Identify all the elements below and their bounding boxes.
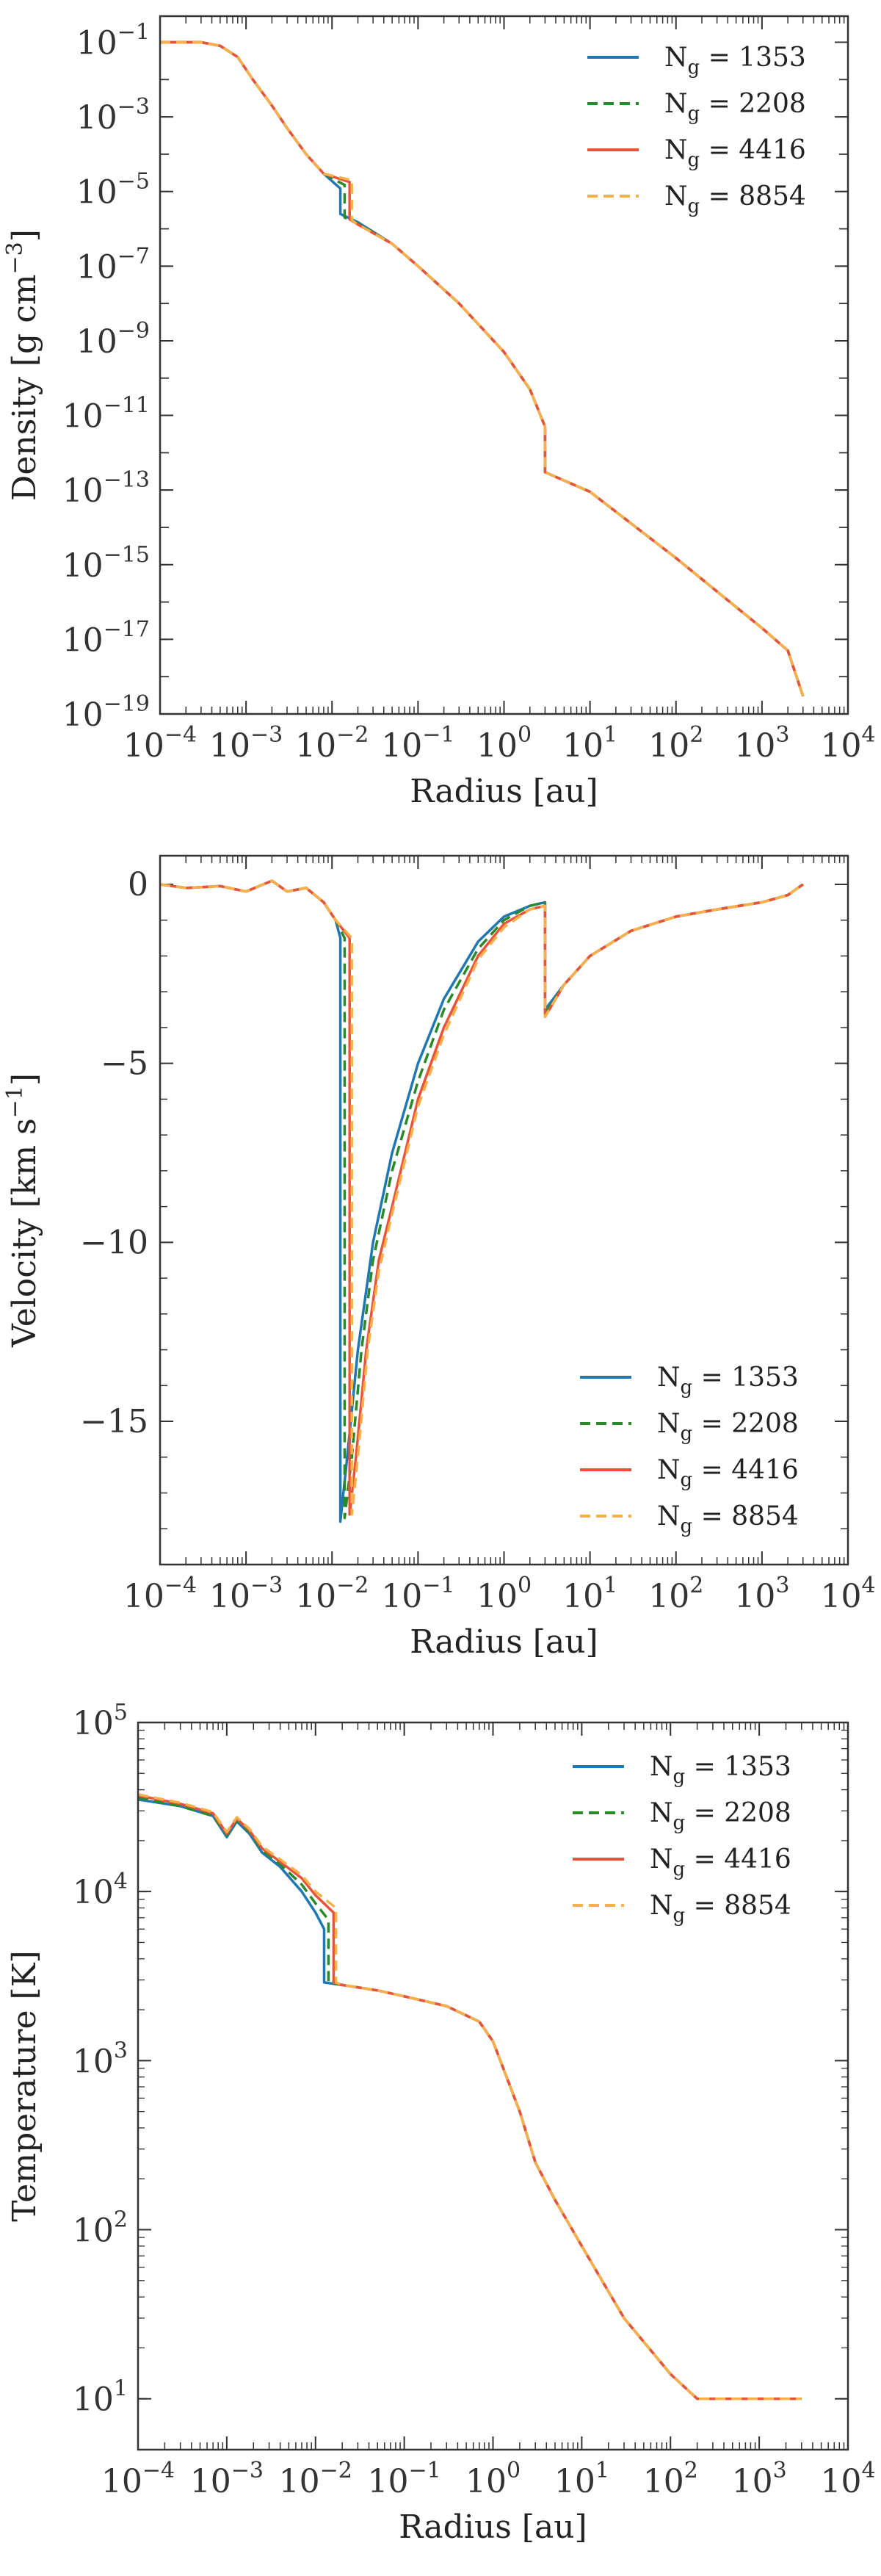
legend-label-4416: Ng = 4416	[650, 1844, 791, 1880]
y-tick-label: −10	[80, 1224, 148, 1261]
legend-label-4416: Ng = 4416	[664, 135, 806, 171]
legend-label-8854: Ng = 8854	[657, 1501, 799, 1537]
x-tick-label: 10−4	[123, 1573, 197, 1615]
x-tick-label: 10−2	[295, 1573, 369, 1615]
x-tick-label: 10−1	[381, 722, 454, 765]
temperature-series-4416-line	[138, 1794, 802, 2400]
y-tick-label: 10−3	[76, 94, 150, 137]
y-tick-label: 10−19	[62, 691, 150, 734]
x-tick-label: 103	[732, 2458, 787, 2500]
y-tick-label: 10−1	[76, 20, 150, 62]
legend-label-8854: Ng = 8854	[650, 1891, 791, 1927]
temperature-series-group	[138, 1793, 802, 2400]
y-axis-label: Density [g cm−3]	[2, 229, 43, 501]
velocity-series-8854-line	[160, 879, 804, 1516]
y-tick-label: 10−17	[62, 616, 150, 659]
y-axis-label: Temperature [K]	[6, 1950, 43, 2221]
x-tick-label: 10−2	[295, 722, 369, 765]
temperature-legend: Ng = 1353 Ng = 2208 Ng = 4416 Ng = 8854	[573, 1752, 791, 1927]
y-tick-label: 10−9	[76, 318, 150, 361]
density-panel: 10−4 10−3 10−2 10−1 100 101 102 103 104 10−19 10−1…	[2, 15, 876, 810]
x-tick-label: 104	[820, 1573, 875, 1615]
velocity-panel: 10−4 10−3 10−2 10−1 100 101 102 103 104 0 −5 −10 −15…	[2, 854, 876, 1661]
x-tick-label: 100	[476, 1573, 532, 1615]
y-tick-label: 10−7	[76, 243, 150, 286]
legend-label-4416: Ng = 4416	[657, 1455, 799, 1491]
legend-label-1353: Ng = 1353	[664, 43, 806, 79]
x-tick-label: 10−3	[209, 722, 283, 765]
y-tick-label: 10−15	[62, 542, 150, 585]
x-tick-label: 10−1	[381, 1573, 454, 1615]
x-tick-label: 10−3	[209, 1573, 283, 1615]
y-tick-label: 103	[73, 2038, 128, 2080]
x-axis-label: Radius [au]	[399, 2508, 587, 2546]
y-tick-label: −5	[101, 1045, 148, 1083]
y-axis-label: Velocity [km s−1]	[2, 1073, 43, 1348]
x-tick-label: 100	[465, 2458, 521, 2500]
density-legend: Ng = 1353 Ng = 2208 Ng = 4416 Ng = 8854	[587, 43, 806, 217]
x-tick-label: 10−1	[368, 2458, 441, 2500]
y-tick-label: 10−13	[62, 467, 150, 510]
velocity-axes-frame	[159, 854, 849, 1566]
y-tick-label: 105	[73, 1700, 128, 1742]
temperature-series-1353-line	[138, 1798, 802, 2400]
y-tick-label: 10−11	[62, 393, 150, 436]
x-tick-label: 10−4	[101, 2458, 175, 2500]
density-axes-frame	[159, 15, 849, 715]
x-tick-label: 102	[648, 1573, 703, 1615]
temperature-panel: 10−4 10−3 10−2 10−1 100 101 102 103 104 101 102 103…	[6, 1700, 876, 2546]
x-tick-label: 100	[476, 722, 532, 765]
x-tick-label: 10−3	[190, 2458, 264, 2500]
temperature-axes-frame	[137, 1721, 849, 2451]
x-tick-label: 10−4	[123, 722, 197, 765]
temperature-series-2208-line	[138, 1796, 802, 2400]
x-tick-label: 103	[734, 722, 789, 765]
velocity-series-group	[160, 879, 804, 1523]
y-tick-label: 10−5	[76, 169, 150, 212]
legend-label-2208: Ng = 2208	[664, 89, 806, 125]
x-tick-label: 102	[643, 2458, 698, 2500]
legend-label-8854: Ng = 8854	[664, 181, 806, 217]
legend-label-2208: Ng = 2208	[650, 1798, 791, 1834]
legend-label-1353: Ng = 1353	[650, 1752, 791, 1788]
velocity-legend: Ng = 1353 Ng = 2208 Ng = 4416 Ng = 8854	[580, 1363, 799, 1537]
density-series-8854-line	[160, 40, 805, 697]
legend-label-1353: Ng = 1353	[657, 1363, 799, 1399]
y-tick-label: 102	[73, 2207, 128, 2250]
x-tick-label: 101	[562, 1573, 617, 1615]
x-tick-label: 102	[648, 722, 703, 765]
x-axis-label: Radius [au]	[410, 1623, 598, 1661]
y-tick-label: 101	[73, 2376, 128, 2419]
y-tick-label: −15	[80, 1403, 148, 1440]
density-series-group	[160, 40, 805, 697]
x-tick-label: 104	[820, 722, 875, 765]
y-tick-label: 0	[128, 866, 148, 903]
y-tick-label: 104	[73, 1869, 128, 1911]
x-axis-label: Radius [au]	[410, 773, 598, 810]
x-tick-label: 104	[820, 2458, 875, 2500]
x-tick-label: 101	[554, 2458, 609, 2500]
x-tick-label: 10−2	[279, 2458, 352, 2500]
temperature-series-8854-line	[138, 1793, 802, 2400]
legend-label-2208: Ng = 2208	[657, 1409, 799, 1445]
x-tick-label: 101	[562, 722, 617, 765]
x-tick-label: 103	[734, 1573, 789, 1615]
